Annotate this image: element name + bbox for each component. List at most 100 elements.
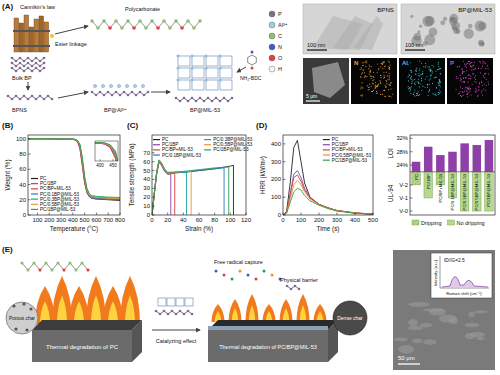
pc-atom: [90, 19, 94, 23]
radical-dot: [255, 278, 258, 281]
y-tick: [152, 206, 155, 207]
map-dot: [370, 72, 371, 73]
frame: [410, 135, 495, 215]
map-dot: [411, 79, 412, 80]
mof-cell: [158, 298, 166, 306]
map-dot: [413, 94, 414, 95]
map-label: P: [450, 60, 454, 66]
map-label: N: [354, 60, 358, 66]
category-label: PC/1BP@MIL-53: [486, 173, 491, 207]
map-dot: [377, 63, 378, 64]
legend-label: PC/1BP@MIL-53: [40, 207, 76, 212]
legend-swatch: [31, 199, 38, 200]
legend-label: PC/0.1BP@MIL-53: [162, 153, 202, 158]
bp-atom: [119, 94, 122, 97]
map-dot: [472, 84, 473, 85]
bdc-n: [251, 51, 254, 54]
map-dot: [481, 92, 482, 93]
legend-label: PC/1BP@MIL-53: [213, 147, 249, 152]
map-dot: [408, 86, 409, 87]
x-tick: [120, 213, 121, 216]
map-dot: [432, 93, 433, 94]
map-dot: [416, 93, 417, 94]
map-dot: [361, 95, 362, 96]
bp-atom: [195, 100, 198, 103]
scale-bar: [307, 49, 327, 50]
x-tick: [199, 213, 200, 216]
pore: [12, 304, 15, 307]
map-dot: [380, 94, 381, 95]
map-dot: [460, 95, 461, 96]
map-dot: [373, 90, 374, 91]
arrow: [151, 92, 170, 93]
bp-atom: [15, 95, 18, 98]
sem-image: [393, 250, 495, 370]
image-title: BP@MIL-53: [458, 6, 492, 13]
bp-atom: [43, 67, 46, 70]
map-dot: [457, 66, 458, 67]
pore: [22, 302, 25, 305]
raman-inset: [431, 253, 492, 298]
map-dot: [483, 89, 484, 90]
y-tick-label: 60: [19, 166, 26, 172]
map-dot: [467, 88, 468, 89]
map-dot: [470, 88, 471, 89]
map-dot: [479, 61, 480, 62]
bp-atom: [107, 91, 110, 94]
map-dot: [418, 95, 419, 96]
map-dot: [378, 84, 379, 85]
bp-atom: [39, 65, 42, 68]
map-dot: [385, 85, 386, 86]
pc-atom: [32, 261, 35, 264]
map-dot: [378, 69, 379, 70]
map-dot: [460, 80, 461, 81]
plot-area: [412, 140, 493, 211]
mof-node: [219, 79, 222, 82]
mof-cell: [178, 68, 190, 78]
map-dot: [377, 85, 378, 86]
map-dot: [410, 78, 411, 79]
pc-atom: [20, 261, 23, 264]
map-dot: [361, 67, 362, 68]
raman-curve: [442, 277, 488, 287]
map-dot: [383, 62, 384, 63]
pc-atom: [156, 26, 160, 30]
bp-atom: [298, 288, 301, 291]
map-dot: [471, 69, 472, 70]
bp-atom: [91, 91, 94, 94]
x-tick: [37, 213, 38, 216]
barrel-stave: [44, 22, 49, 52]
map-dot: [439, 81, 440, 82]
bp-atom: [43, 57, 46, 60]
pc-atom: [138, 19, 142, 23]
map-dot: [467, 63, 468, 64]
inset-tick-label: 400: [96, 163, 104, 168]
map-dot: [365, 75, 366, 76]
map-dot: [382, 61, 383, 62]
map-dot: [464, 82, 465, 83]
category-label: PC/0.3BP@MIL-53: [462, 173, 467, 210]
map-dot: [369, 74, 370, 75]
y-tick: [152, 179, 155, 180]
x-tick: [283, 213, 284, 216]
map-dot: [480, 72, 481, 73]
bp-atom: [15, 65, 18, 68]
label: Intensity (a.u.): [433, 259, 438, 286]
bp-atom: [135, 94, 138, 97]
map-dot: [385, 96, 386, 97]
map-dot: [380, 66, 381, 67]
legend-swatch: [31, 188, 38, 189]
bp-atom: [19, 62, 22, 65]
map-dot: [420, 83, 421, 84]
map-dot: [463, 78, 464, 79]
map-dot: [440, 73, 441, 74]
bp-atom: [183, 97, 186, 100]
map-dot: [375, 85, 376, 86]
map-dot: [377, 86, 378, 87]
map-dot: [365, 66, 366, 67]
map-dot: [465, 77, 466, 78]
bp-atom: [219, 100, 222, 103]
map-dot: [428, 95, 429, 96]
mof-cell: [206, 56, 218, 66]
tem-texture: [413, 33, 421, 41]
